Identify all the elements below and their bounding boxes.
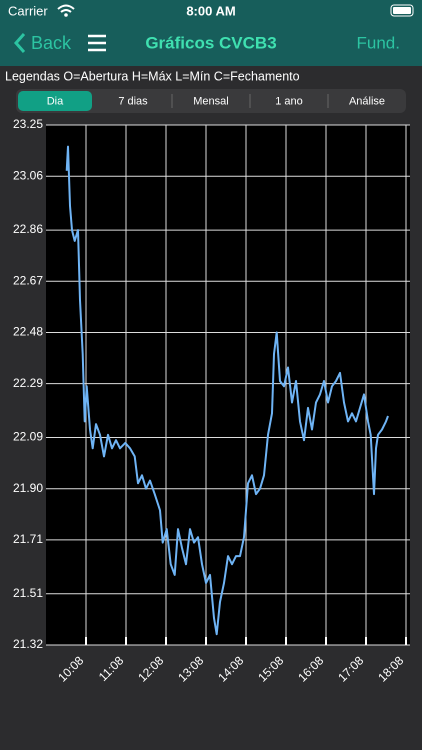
y-tick-label: 22.09 [13,430,43,444]
wifi-icon [57,4,75,13]
back-button[interactable]: Back [31,33,72,53]
tab[interactable]: Dia [47,95,64,107]
tab[interactable]: 1 ano [275,95,303,107]
y-tick-label: 21.71 [13,532,43,546]
x-tick-label: 12:08 [135,653,166,684]
x-tick-label: 18:08 [375,653,406,684]
tab[interactable]: 7 dias [118,95,148,107]
y-tick-label: 21.32 [13,637,43,651]
y-tick-label: 23.25 [13,117,43,131]
y-tick-label: 21.51 [13,586,43,600]
wifi-dot [64,13,68,17]
y-tick-label: 21.90 [13,481,43,495]
x-tick-label: 11:08 [96,653,127,684]
x-tick-label: 17:08 [335,653,366,684]
back-chevron[interactable] [13,33,26,53]
clock: 8:00 AM [186,3,235,18]
y-tick-label: 22.86 [13,222,43,236]
x-tick-label: 15:08 [255,653,286,684]
tab[interactable]: Análise [349,95,385,107]
segmented-control [16,89,406,113]
battery-level [393,7,411,14]
carrier: Carrier [8,3,48,18]
price-line [65,145,389,636]
x-tick-label: 14:08 [215,653,246,684]
y-tick-label: 22.67 [13,273,43,287]
battery [390,4,414,17]
x-tick-label: 10:08 [55,653,86,684]
x-tick-label: 16:08 [295,653,326,684]
plot-area [46,125,410,645]
tab[interactable]: Mensal [193,95,228,107]
x-tick-label: 13:08 [175,653,206,684]
tab-selected [18,91,92,111]
legend-text: Legendas O=Abertura H=Máx L=Mín C=Fecham… [5,69,300,83]
y-tick-label: 23.06 [13,168,43,182]
nav-title: Gráficos CVCB3 [145,33,276,52]
y-tick-label: 22.48 [13,325,43,339]
fund-button[interactable]: Fund. [357,33,400,52]
y-tick-label: 22.29 [13,376,43,390]
menu-icon[interactable] [88,34,106,52]
